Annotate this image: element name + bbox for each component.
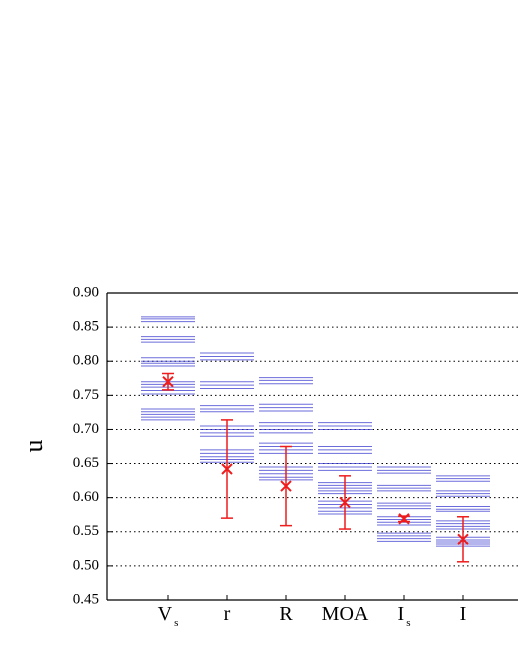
x-tick-label: R: [279, 603, 293, 625]
x-tick-label: MOA: [322, 603, 369, 625]
mean-marker: [457, 533, 469, 545]
y-tick-label: 0.90: [73, 284, 99, 300]
mean-marker: [280, 480, 292, 492]
y-tick-label: 0.55: [73, 523, 99, 539]
mean-marker: [162, 375, 174, 388]
mean-marker: [221, 463, 233, 475]
y-tick-label: 0.75: [73, 387, 99, 403]
category-name: R: [279, 603, 293, 625]
x-tick-label: r: [224, 603, 231, 625]
category-name: I: [460, 603, 467, 625]
y-tick-label: 0.50: [73, 557, 99, 573]
y-tick-label: 0.80: [73, 353, 99, 369]
x-tick-label: I: [460, 603, 467, 625]
y-axis-label: u: [19, 440, 48, 453]
y-tick-label: 0.85: [73, 319, 99, 335]
category-name: I: [398, 603, 405, 625]
category-subscript: s: [174, 617, 178, 629]
y-tick-label: 0.70: [73, 421, 99, 437]
category-name: V: [158, 603, 173, 625]
category-name: MOA: [322, 603, 369, 625]
category-subscript: s: [406, 617, 410, 629]
y-tick-label: 0.65: [73, 455, 99, 471]
y-tick-label: 0.60: [73, 489, 99, 505]
mean-marker: [339, 496, 351, 509]
y-tick-label: 0.45: [73, 591, 99, 607]
mean-marker: [398, 513, 410, 525]
category-name: r: [224, 603, 231, 625]
